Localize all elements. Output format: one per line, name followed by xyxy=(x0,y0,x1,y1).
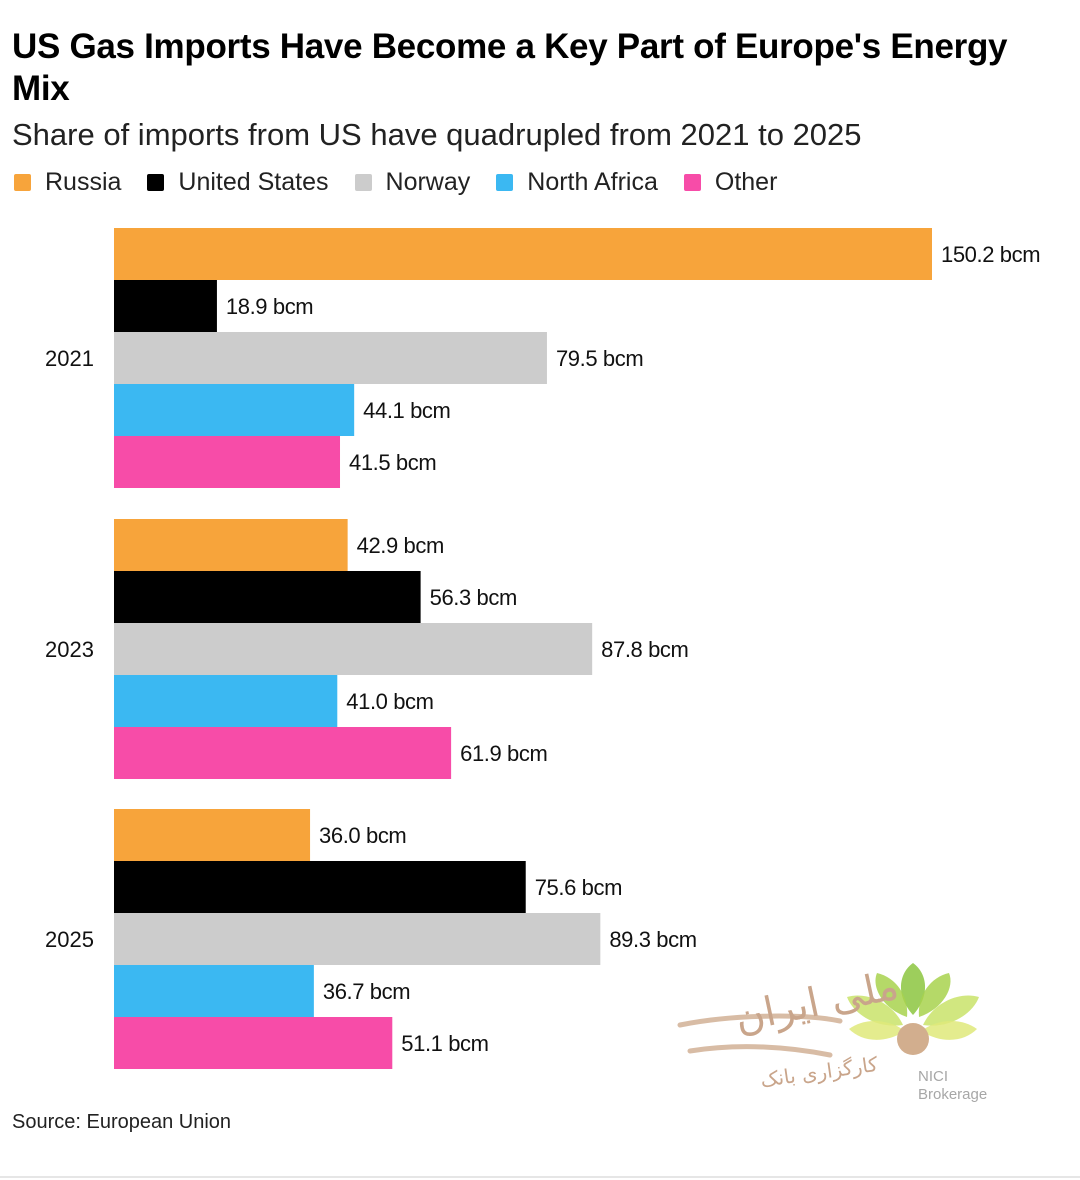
chart-title: US Gas Imports Have Become a Key Part of… xyxy=(12,27,1008,108)
legend-label: Norway xyxy=(385,167,471,196)
bar-2025-north-africa xyxy=(114,965,314,1017)
legend-swatch xyxy=(496,173,514,191)
data-label-2021-united-states: 18.9 bcm xyxy=(226,294,313,319)
data-label-2023-united-states: 56.3 bcm xyxy=(430,585,517,610)
legend-label: North Africa xyxy=(527,167,658,196)
data-label-2023-north-africa: 41.0 bcm xyxy=(346,689,433,714)
data-label-2021-norway: 79.5 bcm xyxy=(556,346,643,371)
bar-2025-russia xyxy=(114,809,311,861)
bar-2021-united-states xyxy=(114,280,217,332)
data-label-2023-norway: 87.8 bcm xyxy=(601,637,688,662)
bar-2023-other xyxy=(114,727,452,779)
data-label-2025-russia: 36.0 bcm xyxy=(319,823,406,848)
chart-legend: Russia United States Norway North Africa Oth… xyxy=(14,166,803,198)
bar-2023-russia xyxy=(114,519,348,571)
bar-2023-norway xyxy=(114,623,593,675)
bar-chart: 2021 150.2 bcm 18.9 bcm 79.5 bcm 44.1 bcm 41.… xyxy=(45,228,1041,1069)
legend-item-other: Other xyxy=(683,167,778,197)
category-label-2021: 2021 xyxy=(45,346,94,371)
legend-swatch xyxy=(147,173,165,191)
legend-item-united-states: United States xyxy=(147,167,329,197)
legend-label: United States xyxy=(178,167,329,196)
watermark-brand-name: NICI xyxy=(918,1068,948,1085)
data-label-2025-north-africa: 36.7 bcm xyxy=(323,979,410,1004)
bottom-divider xyxy=(0,1176,1080,1178)
bar-2025-norway xyxy=(114,913,601,965)
data-label-2021-russia: 150.2 bcm xyxy=(941,242,1040,267)
data-label-2023-russia: 42.9 bcm xyxy=(357,533,444,558)
watermark-brand: NICI Brokerage xyxy=(918,1068,987,1104)
bar-2025-united-states xyxy=(114,861,526,913)
category-label-2023: 2023 xyxy=(45,637,94,662)
bar-2025-other xyxy=(114,1017,393,1069)
bar-2021-north-africa xyxy=(114,384,355,436)
data-label-2025-norway: 89.3 bcm xyxy=(609,927,696,952)
bar-2023-north-africa xyxy=(114,675,338,727)
data-label-2025-united-states: 75.6 bcm xyxy=(535,875,622,900)
legend-swatch xyxy=(14,173,31,191)
legend-item-north-africa: North Africa xyxy=(496,168,658,197)
legend-label: Russia xyxy=(45,167,122,196)
legend-item-norway: Norway xyxy=(354,167,471,197)
legend-item-russia: Russia xyxy=(14,168,121,197)
legend-swatch xyxy=(683,173,701,191)
watermark-brand-sub: Brokerage xyxy=(918,1086,988,1103)
data-label-2023-other: 61.9 bcm xyxy=(460,741,547,766)
watermark-logo xyxy=(677,963,979,1058)
data-label-2025-other: 51.1 bcm xyxy=(401,1031,488,1056)
bar-2021-norway xyxy=(114,332,547,384)
source-note: Source: European Union xyxy=(12,1111,232,1133)
bar-2023-united-states xyxy=(114,571,421,623)
bar-2021-russia xyxy=(114,228,932,280)
chart-subtitle: Share of imports from US have quadrupled… xyxy=(12,117,862,152)
bar-2021-other xyxy=(114,436,341,488)
category-label-2025: 2025 xyxy=(45,927,94,952)
data-label-2021-other: 41.5 bcm xyxy=(349,450,436,475)
legend-label: Other xyxy=(714,167,778,196)
legend-swatch xyxy=(354,173,372,191)
data-label-2021-north-africa: 44.1 bcm xyxy=(363,398,450,423)
